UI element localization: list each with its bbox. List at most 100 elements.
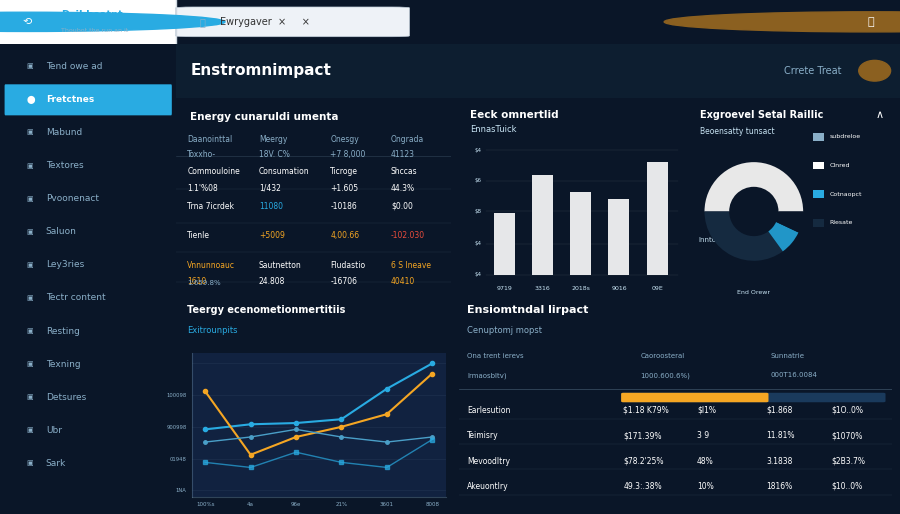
Text: 1610: 1610 [187, 278, 207, 286]
Text: 18V. C%: 18V. C% [259, 150, 290, 159]
Text: $4: $4 [474, 242, 481, 247]
Text: 🔍: 🔍 [200, 17, 206, 27]
Text: ▣: ▣ [26, 130, 33, 136]
FancyBboxPatch shape [0, 0, 176, 44]
Text: Shccas: Shccas [391, 168, 418, 176]
FancyBboxPatch shape [621, 393, 769, 402]
Bar [814, 133, 824, 141]
Text: ▣: ▣ [26, 262, 33, 268]
Text: +7 8,000: +7 8,000 [330, 150, 365, 159]
Text: ▣: ▣ [26, 461, 33, 466]
Text: End Orewr: End Orewr [737, 290, 770, 296]
Text: Ona trent ierevs: Ona trent ierevs [467, 353, 524, 359]
Circle shape [859, 60, 891, 81]
Text: ○: ○ [755, 15, 766, 28]
FancyBboxPatch shape [646, 162, 668, 274]
Text: EnnasTuick: EnnasTuick [470, 125, 517, 135]
Text: $l1%: $l1% [697, 406, 716, 415]
Text: ▣: ▣ [26, 427, 33, 433]
Text: ♟: ♟ [824, 15, 834, 28]
Text: Clnred: Clnred [830, 163, 850, 168]
Text: $78.2'25%: $78.2'25% [624, 456, 664, 466]
Text: Texning: Texning [46, 360, 80, 369]
Text: $1.18 K79%: $1.18 K79% [624, 406, 669, 415]
Text: 1/432: 1/432 [259, 183, 281, 193]
Wedge shape [776, 211, 803, 232]
Text: 4,00.66: 4,00.66 [330, 231, 359, 240]
Circle shape [0, 12, 225, 31]
Text: Teimisry: Teimisry [467, 431, 499, 440]
Text: 👤: 👤 [868, 17, 875, 27]
Text: $171.39%: $171.39% [624, 431, 662, 440]
Text: Onesgy: Onesgy [330, 135, 359, 144]
Text: 2018s: 2018s [572, 286, 590, 291]
Text: 49.3:.38%: 49.3:.38% [624, 482, 662, 491]
Text: 48%: 48% [697, 456, 714, 466]
Text: -10186: -10186 [330, 202, 357, 211]
Text: +1.605: +1.605 [330, 183, 358, 193]
Text: 41123: 41123 [391, 150, 415, 159]
Bar [814, 190, 824, 198]
Text: Pvoonenact: Pvoonenact [46, 194, 99, 203]
Text: Ewrygaver  ×     ×: Ewrygaver × × [220, 17, 310, 27]
Text: Eeck omnertlid: Eeck omnertlid [470, 110, 558, 120]
Text: Textores: Textores [46, 161, 84, 170]
Text: Meergy: Meergy [259, 135, 287, 144]
Text: $2B3.7%: $2B3.7% [832, 456, 865, 466]
Text: 11080: 11080 [259, 202, 283, 211]
Text: Trna 7icrdek: Trna 7icrdek [187, 202, 234, 211]
Text: +5009: +5009 [259, 231, 284, 240]
Text: ◎: ◎ [789, 15, 800, 28]
Text: Enstromnimpact: Enstromnimpact [191, 63, 332, 78]
Text: Energy cunaruldi umenta: Energy cunaruldi umenta [190, 112, 338, 122]
Text: 09E: 09E [652, 286, 663, 291]
Text: -102.030: -102.030 [391, 231, 425, 240]
Text: -16706: -16706 [330, 278, 357, 286]
Text: $0.00: $0.00 [391, 202, 413, 211]
FancyBboxPatch shape [494, 213, 515, 274]
Text: Ongrada: Ongrada [391, 135, 424, 144]
Text: Vnnunnoauc: Vnnunnoauc [187, 261, 236, 270]
Text: 1.1'%08: 1.1'%08 [187, 183, 218, 193]
Text: subdreloe: subdreloe [830, 134, 861, 139]
Text: Crrete Treat: Crrete Treat [784, 66, 842, 76]
Text: 44.3%: 44.3% [391, 183, 415, 193]
Bar [814, 162, 824, 170]
Text: 40410: 40410 [391, 278, 415, 286]
Text: Beoensatty tunsact: Beoensatty tunsact [700, 127, 775, 136]
Text: Teergy ecenometionmertitiis: Teergy ecenometionmertitiis [187, 305, 346, 315]
Text: ∧: ∧ [875, 110, 883, 120]
Text: $1.868: $1.868 [766, 406, 793, 415]
Text: 9016: 9016 [611, 286, 626, 291]
Text: Ensiomtndal lirpact: Ensiomtndal lirpact [467, 305, 589, 315]
Text: Commouloine: Commouloine [187, 168, 240, 176]
Text: ⬤: ⬤ [26, 95, 35, 104]
FancyBboxPatch shape [4, 84, 172, 115]
Text: Resting: Resting [46, 326, 80, 336]
Circle shape [664, 12, 900, 32]
Text: ▣: ▣ [26, 196, 33, 201]
Wedge shape [769, 222, 798, 251]
Text: Cotnaopct: Cotnaopct [830, 192, 862, 197]
Text: 1816%: 1816% [766, 482, 793, 491]
Text: $4: $4 [474, 148, 481, 153]
Text: Exgroevel Setal Raillic: Exgroevel Setal Raillic [700, 110, 824, 120]
Text: 3.1838: 3.1838 [766, 456, 793, 466]
Text: Toxxho-: Toxxho- [187, 150, 217, 159]
Text: 6 S lneave: 6 S lneave [391, 261, 431, 270]
Text: Tend owe ad: Tend owe ad [46, 62, 103, 71]
FancyBboxPatch shape [621, 393, 886, 402]
FancyBboxPatch shape [176, 7, 410, 36]
Text: Tienle: Tienle [187, 231, 211, 240]
Text: Daanointtal: Daanointtal [187, 135, 232, 144]
FancyBboxPatch shape [532, 175, 554, 274]
Text: ▣: ▣ [26, 229, 33, 235]
Text: ▣: ▣ [26, 328, 33, 334]
Text: $1070%: $1070% [832, 431, 863, 440]
Text: Tectr content: Tectr content [46, 293, 105, 302]
Text: Sautnetton: Sautnetton [259, 261, 302, 270]
Text: 11.81%: 11.81% [766, 431, 795, 440]
Text: Cenuptomj mopst: Cenuptomj mopst [467, 326, 543, 335]
FancyBboxPatch shape [608, 199, 629, 274]
Text: Detsures: Detsures [46, 393, 86, 402]
